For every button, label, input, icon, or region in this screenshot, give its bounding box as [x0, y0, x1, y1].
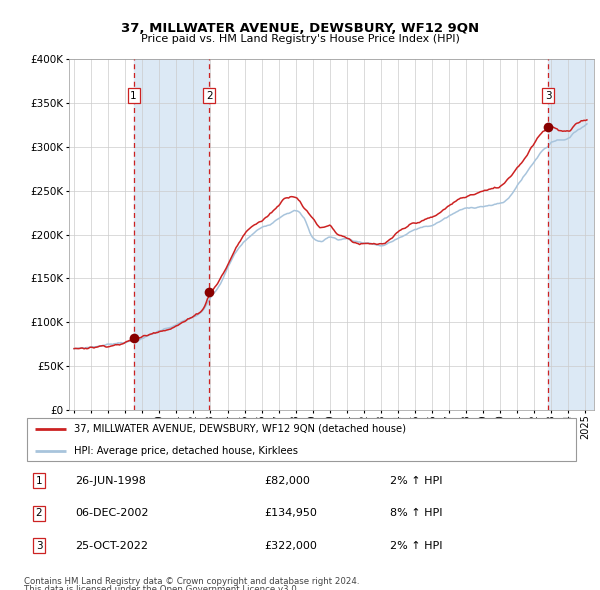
Text: 1: 1	[35, 476, 43, 486]
Text: 2% ↑ HPI: 2% ↑ HPI	[390, 541, 443, 550]
Text: Contains HM Land Registry data © Crown copyright and database right 2024.: Contains HM Land Registry data © Crown c…	[24, 577, 359, 586]
Text: 3: 3	[35, 541, 43, 550]
Text: 06-DEC-2002: 06-DEC-2002	[75, 509, 149, 518]
Bar	[134, 59, 209, 410]
Text: 2% ↑ HPI: 2% ↑ HPI	[390, 476, 443, 486]
Text: 3: 3	[545, 91, 551, 101]
Text: £82,000: £82,000	[264, 476, 310, 486]
Text: 37, MILLWATER AVENUE, DEWSBURY, WF12 9QN: 37, MILLWATER AVENUE, DEWSBURY, WF12 9QN	[121, 22, 479, 35]
Text: 1: 1	[130, 91, 137, 101]
Text: 37, MILLWATER AVENUE, DEWSBURY, WF12 9QN (detached house): 37, MILLWATER AVENUE, DEWSBURY, WF12 9QN…	[74, 424, 406, 434]
Text: 26-JUN-1998: 26-JUN-1998	[75, 476, 146, 486]
Text: HPI: Average price, detached house, Kirklees: HPI: Average price, detached house, Kirk…	[74, 447, 298, 456]
Text: Price paid vs. HM Land Registry's House Price Index (HPI): Price paid vs. HM Land Registry's House …	[140, 34, 460, 44]
Text: £134,950: £134,950	[264, 509, 317, 518]
FancyBboxPatch shape	[27, 418, 576, 461]
Text: 8% ↑ HPI: 8% ↑ HPI	[390, 509, 443, 518]
Text: £322,000: £322,000	[264, 541, 317, 550]
Text: This data is licensed under the Open Government Licence v3.0.: This data is licensed under the Open Gov…	[24, 585, 299, 590]
Bar	[548, 59, 594, 410]
Text: 2: 2	[35, 509, 43, 518]
Text: 2: 2	[206, 91, 212, 101]
Text: 25-OCT-2022: 25-OCT-2022	[75, 541, 148, 550]
